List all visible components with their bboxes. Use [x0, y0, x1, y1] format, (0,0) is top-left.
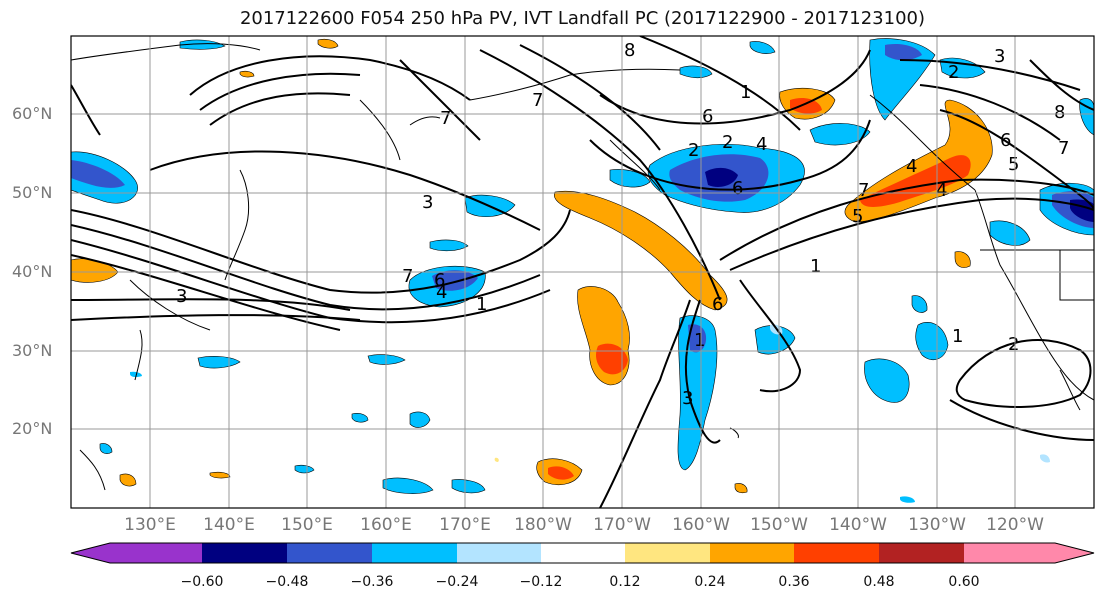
colorbar-tick: −0.48: [265, 574, 309, 590]
lon-label: 150°E: [281, 515, 333, 535]
colorbar-tick: −0.24: [435, 574, 479, 590]
lon-label: 170°W: [593, 515, 651, 535]
contour-label: 6: [702, 106, 713, 127]
map-frame: [70, 35, 1095, 509]
coastlines: [71, 43, 1094, 491]
lat-label: 60°N: [12, 104, 53, 123]
lon-label: 160°W: [672, 515, 730, 535]
contour-label: 7: [440, 108, 451, 129]
colorbar-outline: [70, 542, 1095, 564]
colorbar-segment: [964, 543, 1094, 563]
colorbar-segment: [794, 543, 879, 563]
contour-label: 6: [712, 294, 723, 315]
colorbar: [70, 542, 1095, 564]
contour-value-labels: 3 7 6 4 1 3 8 1 6 2 4 2 6 5 7 4 4 1 6 1 …: [176, 40, 1069, 409]
colorbar-segment: [625, 543, 710, 563]
colorbar-tick: 0.36: [778, 574, 810, 590]
contour-label: 5: [1008, 154, 1019, 175]
colorbar-segment: [372, 543, 457, 563]
contour-label: 8: [624, 40, 635, 61]
contour-label: 2: [722, 132, 733, 153]
colorbar-segment: [202, 543, 287, 563]
contour-label: 1: [810, 256, 821, 277]
contour-label: 3: [176, 286, 187, 307]
colorbar-tick: 0.12: [609, 574, 641, 590]
contour-label: 4: [436, 282, 447, 303]
colorbar-tick: 0.60: [948, 574, 980, 590]
contour-label: 7: [1058, 138, 1069, 159]
lon-label: 170°E: [439, 515, 491, 535]
contour-label: 3: [994, 46, 1005, 67]
contour-label: 1: [476, 294, 487, 315]
contour-label: 1: [694, 330, 705, 351]
colorbar-tick: 0.24: [694, 574, 726, 590]
map-title: 2017122600 F054 250 hPa PV, IVT Landfall…: [239, 8, 926, 29]
lat-label: 50°N: [12, 183, 53, 202]
contour-label: 2: [1008, 334, 1019, 355]
colorbar-tick: 0.48: [863, 574, 895, 590]
contour-label: 2: [688, 140, 699, 161]
lon-label: 130°W: [908, 515, 966, 535]
contour-label: 4: [906, 156, 917, 177]
colorbar-tick: −0.12: [519, 574, 563, 590]
contour-label: 2: [948, 62, 959, 83]
contour-label: 7: [532, 90, 543, 111]
lon-label: 130°E: [124, 515, 176, 535]
contour-label: 7: [402, 266, 413, 287]
lat-label: 40°N: [12, 262, 53, 281]
lon-label: 140°E: [203, 515, 255, 535]
colorbar-segment: [287, 543, 372, 563]
graticule: [71, 36, 1094, 508]
colorbar-segment: [710, 543, 794, 563]
colorbar-segment: [457, 543, 541, 563]
colorbar-segment: [541, 543, 625, 563]
lon-label: 160°E: [360, 515, 412, 535]
lon-label: 120°W: [986, 515, 1044, 535]
lat-label: 30°N: [12, 341, 53, 360]
contour-label: 8: [1054, 102, 1065, 123]
lon-label: 180°W: [514, 515, 572, 535]
lon-label: 150°W: [750, 515, 808, 535]
contour-label: 7: [858, 180, 869, 201]
colorbar-segment: [879, 543, 964, 563]
colorbar-segment: [71, 543, 202, 563]
contour-label: 6: [1000, 130, 1011, 151]
contour-label: 3: [422, 192, 433, 213]
contour-label: 1: [952, 326, 963, 347]
positive-anomaly-regions: [71, 38, 993, 494]
lat-label: 20°N: [12, 419, 53, 438]
contour-label: 6: [434, 270, 445, 291]
contour-label: 1: [740, 82, 751, 103]
lon-label: 140°W: [829, 515, 887, 535]
colorbar-tick: −0.36: [350, 574, 394, 590]
contour-label: 3: [682, 388, 693, 409]
contour-label: 6: [732, 178, 743, 199]
contour-label: 4: [756, 134, 767, 155]
colorbar-tick: −0.60: [180, 574, 224, 590]
contour-label: 4: [936, 180, 947, 201]
